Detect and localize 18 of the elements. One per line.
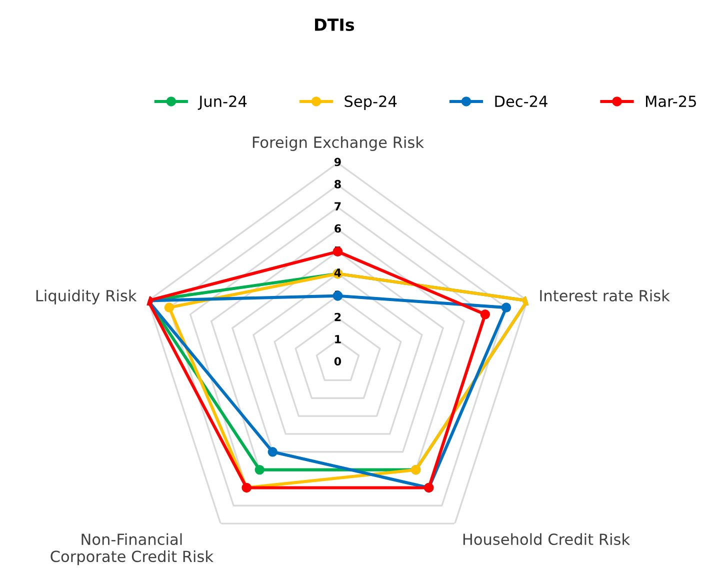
spoke-label: Liquidity Risk — [36, 290, 137, 304]
y-tick-label: 1 — [335, 335, 341, 344]
spoke-label: Foreign Exchange Risk — [252, 136, 424, 151]
y-tick-label: 2 — [334, 312, 341, 322]
legend-label: Sep-24 — [344, 96, 397, 110]
legend-label: Mar-25 — [646, 96, 696, 108]
chart-title: DTIs — [315, 18, 354, 32]
y-tick-label: 0 — [334, 357, 342, 366]
legend-label: Dec-24 — [495, 96, 548, 108]
y-tick-label: 6 — [334, 224, 341, 233]
spoke-label: Household Credit Risk — [463, 533, 630, 546]
y-tick-label: 8 — [334, 180, 341, 188]
y-tick-label: 7 — [334, 202, 341, 210]
spoke-label: Interest rate Risk — [540, 290, 670, 302]
y-tick-label: 9 — [334, 158, 341, 166]
legend-label: Jun-24 — [198, 96, 247, 110]
y-tick-label: 4 — [334, 268, 342, 277]
spoke-label: Non-Financial Corporate Credit Risk — [50, 533, 214, 566]
